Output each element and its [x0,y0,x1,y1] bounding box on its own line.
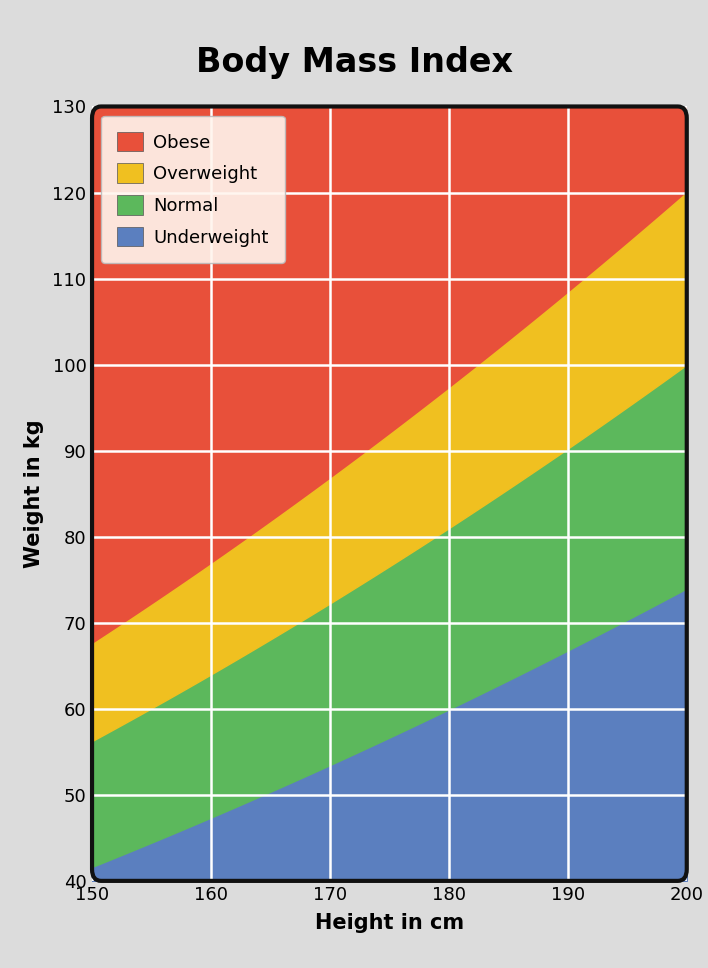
Text: Body Mass Index: Body Mass Index [195,46,513,79]
Y-axis label: Weight in kg: Weight in kg [24,419,44,568]
Legend: Obese, Overweight, Normal, Underweight: Obese, Overweight, Normal, Underweight [101,115,285,262]
X-axis label: Height in cm: Height in cm [315,913,464,933]
